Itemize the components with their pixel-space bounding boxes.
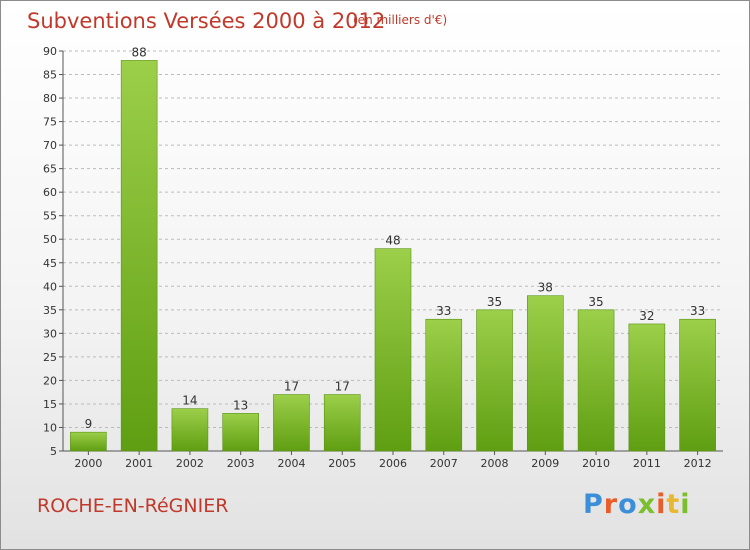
- bar-2002: [171, 408, 209, 452]
- y-tick-label: 80: [43, 92, 57, 105]
- bar-2006: [374, 248, 412, 452]
- logo-letter: x: [637, 489, 657, 520]
- x-tick-label: 2002: [176, 457, 204, 470]
- label-layer: 9 88 14 13 17 17 48 33 35 38 35 32 33: [85, 45, 706, 431]
- y-tick-label: 30: [43, 327, 57, 340]
- value-label: 33: [690, 304, 705, 318]
- value-label: 33: [436, 304, 451, 318]
- x-tick-label: 2008: [481, 457, 509, 470]
- x-tick-label: 2006: [379, 457, 407, 470]
- y-tick-label: 60: [43, 186, 57, 199]
- value-label: 38: [538, 281, 553, 295]
- chart-title: Subventions Versées 2000 à 2012: [27, 9, 386, 33]
- y-tick-label: 90: [43, 45, 57, 58]
- value-label: 17: [284, 380, 299, 394]
- y-tick-label: 25: [43, 351, 57, 364]
- y-tick-label: 35: [43, 304, 57, 317]
- x-tick-label: 2007: [430, 457, 458, 470]
- bar-2000: [70, 431, 107, 452]
- bar-2012: [679, 318, 716, 452]
- logo-letter: t: [666, 489, 681, 520]
- bar-2004: [273, 394, 310, 452]
- value-label: 9: [85, 417, 93, 431]
- bar-2011: [628, 323, 666, 452]
- x-tick-label: 2012: [684, 457, 712, 470]
- value-label: 32: [639, 309, 654, 323]
- chart-unit: (en milliers d'€): [353, 13, 448, 27]
- logo-letter: i: [656, 489, 667, 520]
- y-tick-label: 20: [43, 374, 57, 387]
- y-tick-label: 85: [43, 69, 57, 82]
- logo-letter: i: [680, 489, 691, 520]
- bar-2005: [323, 394, 361, 452]
- y-tick-label: 5: [50, 445, 57, 458]
- value-label: 48: [385, 234, 400, 248]
- y-tick-label: 55: [43, 210, 57, 223]
- y-tick-label: 15: [43, 398, 57, 411]
- value-label: 17: [335, 380, 350, 394]
- y-tick-label: 45: [43, 257, 57, 270]
- y-tick-label: 40: [43, 280, 57, 293]
- y-tick-label: 10: [43, 421, 57, 434]
- x-tick-label: 2003: [227, 457, 255, 470]
- bar-2009: [527, 295, 564, 452]
- logo-letter: r: [603, 489, 619, 520]
- value-label: 14: [182, 394, 197, 408]
- value-label: 35: [487, 295, 502, 309]
- logo-letter: P: [583, 489, 604, 520]
- value-label: 88: [132, 45, 147, 59]
- x-tick-label: 2005: [328, 457, 356, 470]
- bar-2010: [577, 309, 615, 452]
- y-tick-label: 75: [43, 116, 57, 129]
- value-label: 13: [233, 398, 248, 412]
- x-tick-label: 2009: [531, 457, 559, 470]
- y-tick-label: 65: [43, 163, 57, 176]
- bar-2008: [476, 309, 513, 452]
- proxiti-logo[interactable]: Proxiti: [583, 489, 691, 520]
- x-tick-label: 2001: [125, 457, 153, 470]
- y-tick-label: 50: [43, 233, 57, 246]
- y-tick-label: 70: [43, 139, 57, 152]
- bar-2001: [120, 60, 158, 452]
- bar-2007: [425, 318, 463, 452]
- x-tick-label: 2000: [74, 457, 102, 470]
- x-tick-label: 2004: [277, 457, 305, 470]
- value-label: 35: [588, 295, 603, 309]
- logo-letter: o: [618, 489, 638, 520]
- bar-2003: [222, 413, 259, 452]
- commune-name: ROCHE-EN-RéGNIER: [37, 495, 229, 517]
- x-tick-label: 2011: [633, 457, 661, 470]
- bar-layer: [70, 60, 716, 452]
- x-tick-label: 2010: [582, 457, 610, 470]
